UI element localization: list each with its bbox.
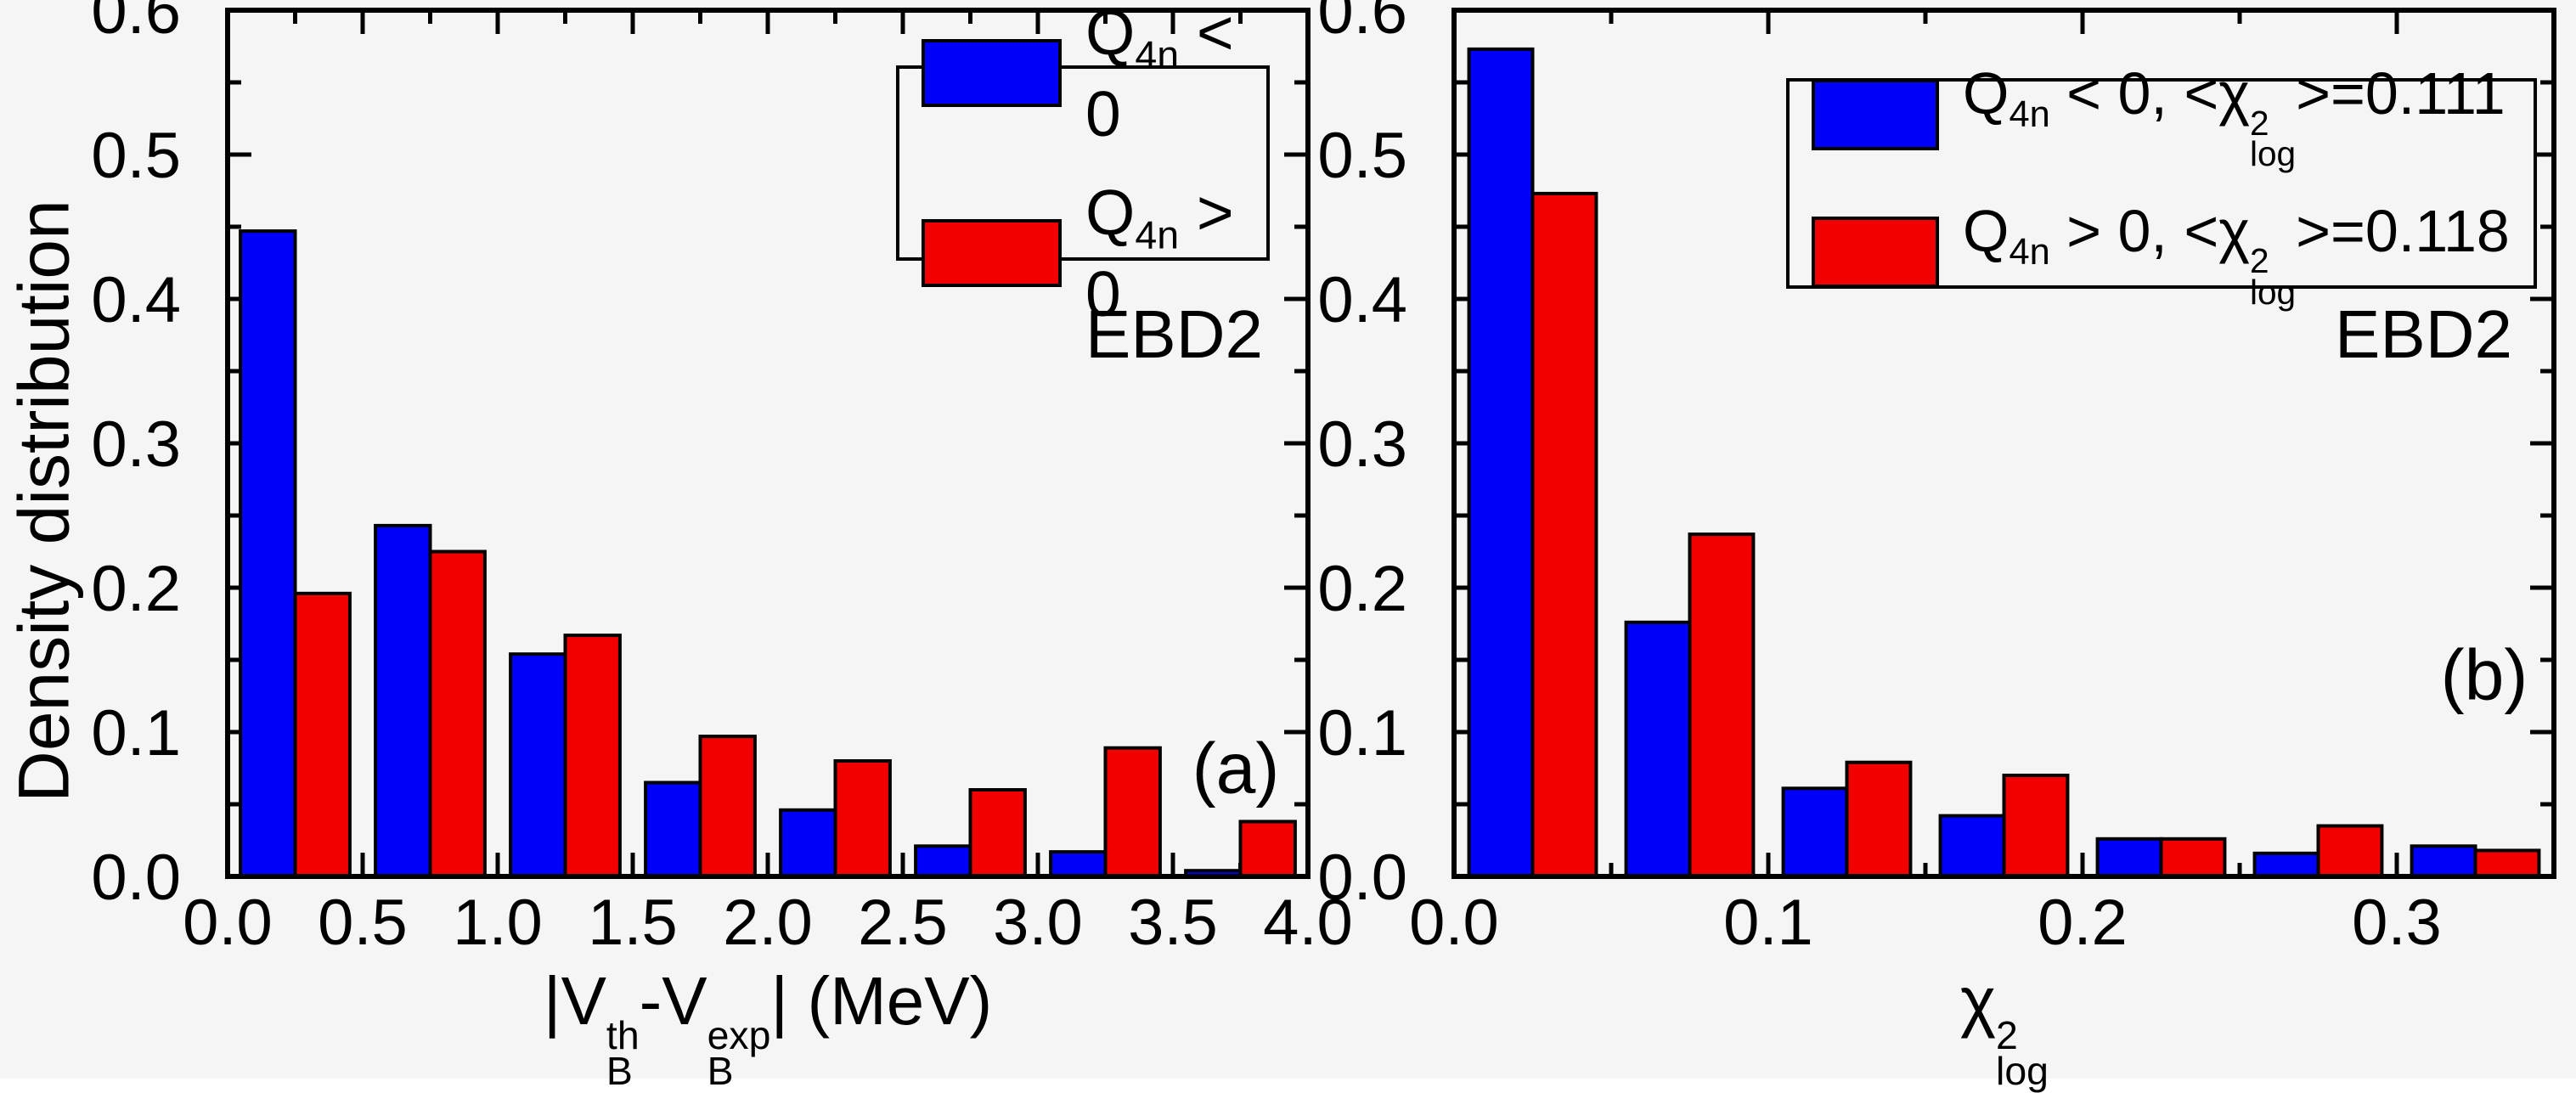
y-tick-label: 0.1 [1317,697,1407,769]
x-tick-label: 0.0 [183,887,273,959]
model-label-panel-a: EBD2 [1085,296,1263,372]
y-axis-title: Density distribution [3,200,84,803]
x-tick-label: 0.2 [2038,887,2128,959]
panel-b: 0.0 0.1 0.2 0.3 0.0 0.1 0.2 0.3 0.4 0.5 0.6 [1317,0,2556,959]
histogram-bar-red [2159,837,2227,878]
y-tick-label: 0.5 [1317,120,1407,192]
histogram-bar-blue [374,523,432,879]
histogram-bar-blue [1467,47,1535,878]
histogram-bar-red [1688,532,1756,878]
x-tick-label: 4.0 [1263,887,1353,959]
histogram-bar-blue [914,844,972,878]
y-tick-label: 0.4 [1317,264,1407,336]
legend-entry: Q4n > 0, <χ 2 log >=0.118 [1812,197,2534,312]
x-tick-label: 0.3 [2352,887,2442,959]
axis-frame [225,8,1311,879]
stacked-script: 2 log [2249,103,2297,174]
histogram-bar-red [968,788,1027,878]
histogram-bar-blue [1781,786,1849,878]
x-tick-label: 1.5 [588,887,678,959]
x-tick-label: 2.5 [858,887,948,959]
stacked-script: 2 log [2249,241,2297,312]
legend-entry: Q4n < 0 [922,0,1266,150]
legend-panel-a: Q4n < 0 Q4n > 0 [896,0,1270,330]
legend-label: Q4n < 0 [1085,0,1234,149]
histogram-bar-red [563,634,622,878]
legend-swatch [1812,217,1939,289]
histogram-bar-blue [1624,620,1692,878]
x-tick-label: 1.0 [453,887,543,959]
histogram-bar-red [2316,824,2384,878]
panel-letter-a: (a) [1192,728,1280,808]
y-tick-label: 0.5 [91,120,181,192]
y-tick-label: 0.4 [91,264,181,336]
x-tick-label: 0.5 [318,887,408,959]
histogram-bar-blue [509,652,567,878]
histogram-bar-red [2473,848,2541,879]
x-axis-title-panel-a: |V th B -V exp B | (MeV) [543,963,993,1093]
legend-entry: Q4n > 0 [922,176,1266,330]
y-tick-label: 0.6 [1317,0,1407,48]
x-tick-label: 3.5 [1128,887,1218,959]
histogram-bar-blue [2410,844,2477,878]
y-tick-label: 0.2 [1317,553,1407,625]
histogram-bar-red [833,759,892,878]
y-tick-label: 0.3 [91,408,181,481]
histogram-bar-red [428,549,487,878]
histogram-bar-blue [239,229,297,879]
panel-letter-b: (b) [2440,634,2528,715]
x-tick-label: 0.0 [1409,887,1499,959]
legend-swatch [1812,78,1939,150]
x-tick-label: 0.1 [1723,887,1813,959]
legend-swatch [922,38,1062,107]
y-tick-label: 0.0 [1317,842,1407,914]
legend-panel-b: Q4n < 0, <χ 2 log >=0.111 Q4n > 0, <χ 2 log >=0… [1786,60,2537,309]
histogram-bar-blue [2095,837,2163,878]
x-tick-label: 3.0 [993,887,1083,959]
y-tick-label: 0.2 [91,553,181,625]
histogram-bar-red [1845,760,1913,879]
axis-frame [1451,8,2556,879]
histogram-bar-blue [2252,851,2320,878]
y-tick-label: 0.6 [91,0,181,48]
model-label-panel-b: EBD2 [2335,296,2512,372]
legend-swatch [922,219,1062,288]
x-tick-label: 2.0 [723,887,813,959]
legend-entry: Q4n < 0, <χ 2 log >=0.111 [1812,59,2534,174]
histogram-bar-blue [1938,814,2006,878]
histogram-bar-red [293,591,352,878]
histogram-bar-blue [644,780,702,878]
histogram-bar-red [2002,774,2070,878]
y-tick-label: 0.0 [91,842,181,914]
x-axis-title-panel-b: χ 2 log [1960,963,2049,1093]
y-tick-label: 0.3 [1317,408,1407,481]
histogram-bar-red [1103,746,1162,879]
legend-label: Q4n > 0 [1085,177,1234,330]
histogram-bar-blue [1049,850,1108,878]
panel-a: 0.0 0.5 1.0 1.5 2.0 2.5 3.0 3.5 4.0 0.0 0.1 0.2 0.3 0… [91,0,1352,959]
histogram-bar-red [698,735,757,878]
histogram-bar-red [1238,820,1297,879]
histogram-bar-red [1530,191,1598,878]
y-tick-label: 0.1 [91,697,181,769]
legend-label: Q4n > 0, <χ 2 log >=0.118 [1963,198,2510,312]
legend-label: Q4n < 0, <χ 2 log >=0.111 [1963,59,2506,174]
histogram-bar-blue [779,808,837,878]
